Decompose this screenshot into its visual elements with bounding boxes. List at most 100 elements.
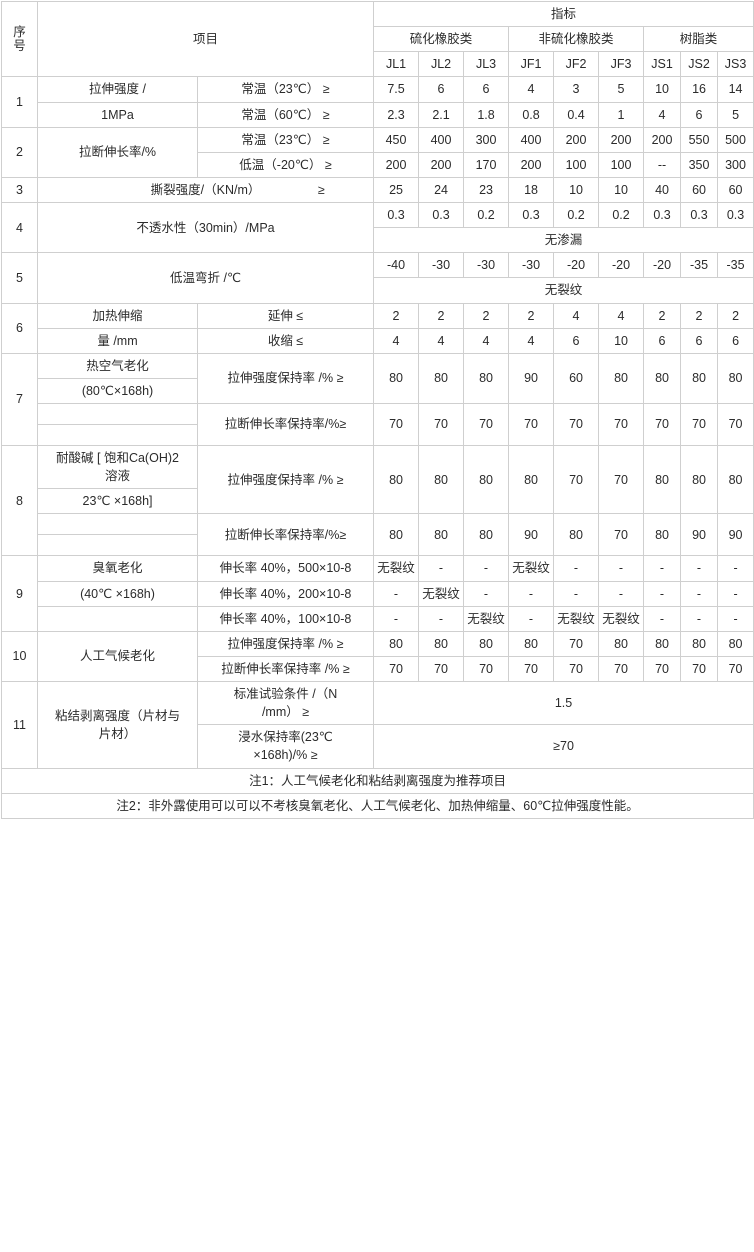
row8-item-line1b: 溶液 bbox=[104, 469, 130, 484]
row7-v2-js3: 70 bbox=[717, 403, 754, 446]
note-2: 注2：非外露使用可以可以不考核臭氧老化、人工气候老化、加热伸缩量、60℃拉伸强度… bbox=[0, 792, 754, 819]
row1-sub1: 常温（23℃） ≥ bbox=[196, 76, 375, 103]
row4-item: 不透水性（30min）/MPa bbox=[36, 201, 375, 254]
row10-v1-jf2: 70 bbox=[553, 630, 600, 657]
row2-v2-js3: 300 bbox=[717, 151, 754, 178]
row6-v2-jf1: 4 bbox=[508, 327, 555, 354]
row9-v2-js1: - bbox=[643, 580, 682, 607]
row7-v2-jl2: 70 bbox=[418, 403, 465, 446]
header-item-cell: 项目 bbox=[36, 0, 375, 78]
row6-v2-jf2: 6 bbox=[553, 327, 600, 354]
row7-item-line2: (80℃×168h) bbox=[37, 377, 198, 405]
row9-v3-jl3: 无裂纹 bbox=[463, 605, 510, 632]
specification-table: 序 号 项目 指标 硫化橡胶类 非硫化橡胶类 树脂类 JL1 JL2 JL3 J… bbox=[0, 0, 754, 819]
row9-seq: 9 bbox=[1, 555, 38, 632]
row7-item-line4 bbox=[37, 424, 198, 446]
row11-sub1-line1: 标准试验条件 /（N bbox=[233, 687, 338, 701]
row9-v1-jl1: 无裂纹 bbox=[373, 555, 420, 582]
row5-v-jf1: -30 bbox=[508, 252, 555, 279]
row10-v2-jl3: 70 bbox=[463, 655, 510, 683]
row7-v1-jl3: 80 bbox=[463, 352, 510, 405]
row6-v2-jf3: 10 bbox=[598, 327, 645, 354]
row6-item-line2: 量 /mm bbox=[37, 327, 198, 354]
row5-v-js3: -35 bbox=[717, 252, 754, 279]
row11-sub2-line1: 浸水保持率(23℃ bbox=[238, 730, 333, 745]
row10-item: 人工气候老化 bbox=[37, 630, 198, 683]
header-col-jl2: JL2 bbox=[418, 51, 465, 78]
table-row: 23℃ ×168h] bbox=[2, 488, 754, 515]
row10-v1-jl2: 80 bbox=[418, 630, 465, 657]
row11-item: 粘结剥离强度（片材与 片材） bbox=[37, 681, 198, 769]
row8-v1-jl3: 80 bbox=[463, 444, 510, 515]
row1-v2-js2: 6 bbox=[680, 101, 719, 128]
row10-v1-js2: 80 bbox=[680, 630, 719, 657]
row11-item-line1: 粘结剥离强度（片材与 bbox=[54, 708, 180, 723]
row8-item-line3 bbox=[37, 513, 198, 536]
row2-v1-jf2: 200 bbox=[553, 126, 600, 153]
table-row: 9 臭氧老化 伸长率 40%，500×10-8 无裂纹 - - 无裂纹 - - … bbox=[1, 555, 754, 632]
row1-v2-jl1: 2.3 bbox=[373, 101, 420, 128]
table-row: 拉断伸长率保持率/%≥ 70 70 70 70 70 70 70 70 70 bbox=[2, 403, 754, 446]
row1-seq: 1 bbox=[1, 76, 38, 128]
table-row: 1MPa 常温（60℃） ≥ 2.3 2.1 1.8 0.8 0.4 1 4 6… bbox=[2, 101, 754, 128]
row3-seq: 3 bbox=[1, 176, 38, 204]
row6-item-line1: 加热伸缩 bbox=[37, 302, 198, 329]
row8-v1-jl1: 80 bbox=[373, 444, 420, 515]
row3-v-js1: 40 bbox=[643, 176, 682, 204]
row10-v2-js1: 70 bbox=[643, 655, 682, 683]
row2-v1-jl2: 400 bbox=[418, 126, 465, 153]
row9-sub3: 伸长率 40%，100×10-8 bbox=[196, 605, 375, 632]
header-col-jl1: JL1 bbox=[373, 51, 420, 78]
row6-v2-js3: 6 bbox=[717, 327, 754, 354]
row10-v2-jl1: 70 bbox=[373, 655, 420, 683]
row6-v2-js2: 6 bbox=[680, 327, 719, 354]
table-row: (80℃×168h) bbox=[2, 377, 754, 405]
row9-v3-jl1: - bbox=[373, 605, 420, 632]
header-seq-line2: 号 bbox=[13, 39, 26, 54]
row3-v-jf2: 10 bbox=[553, 176, 600, 204]
row9-v3-jf2: 无裂纹 bbox=[553, 605, 600, 632]
row1-v2-jf3: 1 bbox=[598, 101, 645, 128]
row3-v-jl1: 25 bbox=[373, 176, 420, 204]
row8-sub1: 拉伸强度保持率 /% ≥ bbox=[196, 444, 375, 515]
row10-v2-jf3: 70 bbox=[598, 655, 645, 683]
header-col-js1: JS1 bbox=[643, 51, 682, 78]
table-row: 11 粘结剥离强度（片材与 片材） 标准试验条件 /（N /mm） ≥ 1.5 bbox=[1, 680, 754, 769]
row9-v3-jf3: 无裂纹 bbox=[598, 605, 645, 632]
row10-v2-js2: 70 bbox=[680, 655, 719, 683]
row8-sub2: 拉断伸长率保持率/%≥ bbox=[196, 513, 375, 557]
table-row: 4 不透水性（30min）/MPa 0.3 0.3 0.2 0.3 0.2 0.… bbox=[1, 201, 754, 254]
table-row: 量 /mm 收缩 ≤ 4 4 4 4 6 10 6 6 6 bbox=[2, 327, 754, 354]
row6-v2-js1: 6 bbox=[643, 327, 682, 354]
row7-v2-js1: 70 bbox=[643, 403, 682, 446]
row2-v1-jl3: 300 bbox=[463, 126, 510, 153]
row11-item-line2: 片材） bbox=[98, 726, 137, 741]
table-row: 伸长率 40%，100×10-8 - - 无裂纹 - 无裂纹 无裂纹 - - - bbox=[2, 605, 754, 632]
row8-item-line1: 耐酸碱 [ 饱和Ca(OH)2 溶液 bbox=[37, 444, 198, 490]
row9-v1-jl3: - bbox=[463, 555, 510, 582]
row3-v-js3: 60 bbox=[717, 176, 754, 204]
row4-v-js2: 0.3 bbox=[680, 201, 719, 229]
row7-v2-jf1: 70 bbox=[508, 403, 555, 446]
row8-v1-jf1: 80 bbox=[508, 444, 555, 515]
row5-v-js2: -35 bbox=[680, 252, 719, 279]
row4-v-jf1: 0.3 bbox=[508, 201, 555, 229]
row7-sub1: 拉伸强度保持率 /% ≥ bbox=[196, 352, 375, 405]
row1-v1-jl1: 7.5 bbox=[373, 76, 420, 103]
row8-v1-jf3: 70 bbox=[598, 444, 645, 515]
row9-v1-jf1: 无裂纹 bbox=[508, 555, 555, 582]
row7-v1-js1: 80 bbox=[643, 352, 682, 405]
row7-v1-js2: 80 bbox=[680, 352, 719, 405]
note-1: 注1：人工气候老化和粘结剥离强度为推荐项目 bbox=[0, 767, 754, 794]
row6-v1-jl2: 2 bbox=[418, 302, 465, 329]
row9-v1-js2: - bbox=[680, 555, 719, 582]
row5-v-jl2: -30 bbox=[418, 252, 465, 279]
row8-v2-jf3: 70 bbox=[598, 513, 645, 557]
row9-sub2: 伸长率 40%，200×10-8 bbox=[196, 580, 375, 607]
row8-v1-jl2: 80 bbox=[418, 444, 465, 515]
table-row: 7 热空气老化 拉伸强度保持率 /% ≥ 80 80 80 90 60 80 8… bbox=[1, 352, 754, 447]
row1-v1-js3: 14 bbox=[717, 76, 754, 103]
table-row: (40℃ ×168h) 伸长率 40%，200×10-8 - 无裂纹 - - -… bbox=[2, 580, 754, 607]
table-row: 6 加热伸缩 延伸 ≤ 2 2 2 2 4 4 2 2 2 bbox=[1, 302, 754, 354]
row5-item: 低温弯折 /℃ bbox=[36, 252, 375, 304]
